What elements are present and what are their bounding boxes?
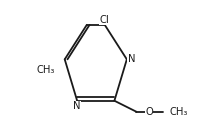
Text: CH₃: CH₃ [37, 65, 55, 75]
Text: N: N [127, 54, 135, 64]
Text: CH₃: CH₃ [170, 107, 188, 117]
Text: N: N [73, 101, 80, 111]
Text: O: O [145, 107, 153, 117]
Text: Cl: Cl [100, 15, 110, 25]
